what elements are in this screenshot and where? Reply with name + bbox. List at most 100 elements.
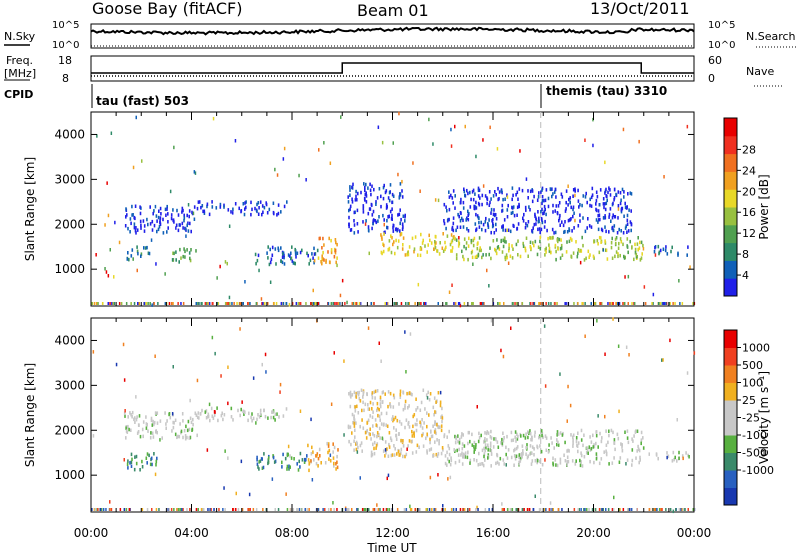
range-cell — [182, 419, 184, 423]
range-cell — [207, 508, 209, 511]
range-cell — [612, 317, 614, 321]
range-cell — [173, 251, 175, 256]
range-cell — [310, 417, 312, 422]
range-cell — [198, 416, 200, 420]
range-cell — [442, 448, 444, 452]
range-cell — [290, 456, 293, 460]
range-cell — [661, 302, 663, 305]
range-cell — [354, 428, 356, 432]
range-cell — [431, 434, 434, 438]
range-cell — [537, 220, 540, 224]
range-cell — [523, 212, 525, 217]
range-cell — [188, 436, 191, 440]
range-cell — [428, 398, 431, 402]
cpid-label: CPID — [4, 88, 33, 101]
range-cell — [613, 456, 615, 460]
range-cell — [541, 431, 544, 436]
range-cell — [162, 231, 165, 235]
range-cell — [686, 253, 688, 257]
range-cell — [658, 508, 661, 511]
range-cell — [200, 205, 202, 210]
range-cell — [306, 251, 308, 256]
range-cell — [532, 508, 535, 511]
range-cell — [524, 205, 527, 210]
range-cell — [362, 395, 364, 399]
range-cell — [248, 492, 251, 497]
range-cell — [195, 249, 197, 253]
range-cell — [582, 216, 584, 220]
range-cell — [388, 431, 391, 435]
range-cell — [274, 459, 277, 464]
range-cell — [610, 302, 613, 305]
range-cell — [393, 395, 396, 400]
range-cell — [538, 216, 540, 221]
range-cell — [123, 458, 125, 462]
range-cell — [129, 217, 132, 221]
range-cell — [541, 199, 544, 203]
range-cell — [280, 246, 282, 250]
range-cell — [424, 407, 426, 411]
range-cell — [592, 445, 595, 449]
range-cell — [573, 226, 575, 230]
range-cell — [226, 261, 228, 266]
range-cell — [541, 218, 543, 222]
range-cell — [333, 255, 336, 259]
range-cell — [367, 186, 369, 190]
range-cell — [135, 226, 137, 230]
range-cell — [125, 302, 128, 305]
range-cell — [351, 412, 354, 417]
range-cell — [475, 458, 478, 463]
range-cell — [465, 241, 468, 245]
range-cell — [171, 412, 174, 416]
range-cell — [477, 188, 480, 193]
range-cell — [290, 256, 293, 261]
range-cell — [323, 258, 325, 262]
range-cell — [251, 419, 253, 423]
range-cell — [568, 197, 570, 202]
range-cell — [531, 199, 534, 204]
range-cell — [608, 212, 611, 217]
range-cell — [151, 219, 154, 224]
range-cell — [494, 247, 496, 252]
range-cell — [279, 382, 282, 387]
range-cell — [412, 424, 414, 429]
range-cell — [224, 449, 226, 453]
range-cell — [631, 302, 633, 305]
range-cell — [378, 426, 381, 431]
range-cell — [556, 430, 559, 434]
range-cell — [467, 450, 469, 455]
range-cell — [407, 252, 410, 257]
range-cell — [473, 458, 475, 462]
colorbar-tick-label: 28 — [742, 143, 756, 156]
range-cell — [429, 437, 431, 442]
range-cell — [252, 376, 255, 380]
range-cell — [479, 246, 481, 250]
range-cell — [624, 205, 627, 209]
range-cell — [391, 192, 394, 197]
range-cell — [437, 473, 439, 477]
range-cell — [421, 418, 423, 422]
range-cell — [125, 207, 127, 211]
range-cell — [484, 508, 487, 511]
range-cell — [358, 390, 360, 395]
colorbar-cell — [724, 189, 737, 208]
range-cell — [170, 302, 173, 305]
range-cell — [617, 246, 620, 250]
range-cell — [577, 508, 579, 511]
range-cell — [361, 449, 363, 453]
range-cell — [321, 261, 323, 266]
range-cell — [434, 440, 436, 444]
range-cell — [626, 230, 628, 234]
range-cell — [175, 250, 177, 254]
range-cell — [321, 258, 323, 262]
range-cell — [353, 414, 355, 418]
range-cell — [292, 261, 295, 265]
cpid-row: tau (fast) 503 themis (tau) 3310 — [91, 84, 667, 108]
range-cell — [639, 240, 641, 245]
range-cell — [458, 240, 460, 244]
range-cell — [529, 429, 531, 433]
range-cell — [472, 302, 474, 305]
range-cell — [583, 508, 585, 511]
range-cell — [617, 254, 619, 259]
range-cell — [579, 213, 581, 217]
